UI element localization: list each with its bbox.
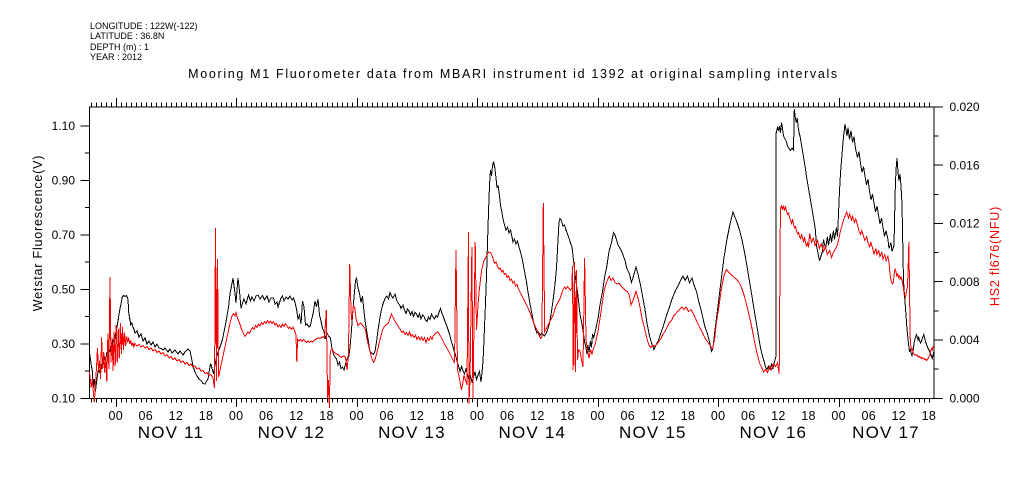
svg-text:12: 12 xyxy=(651,409,666,423)
svg-text:Wetstar Fluorescence(V): Wetstar Fluorescence(V) xyxy=(31,155,45,311)
svg-text:0.30: 0.30 xyxy=(52,337,76,351)
svg-text:06: 06 xyxy=(861,409,876,423)
svg-text:00: 00 xyxy=(590,409,605,423)
svg-text:0.50: 0.50 xyxy=(52,283,76,297)
svg-text:NOV 14: NOV 14 xyxy=(499,423,567,442)
svg-text:06: 06 xyxy=(139,409,154,423)
svg-text:18: 18 xyxy=(319,409,334,423)
svg-text:1.10: 1.10 xyxy=(52,119,76,133)
svg-text:12: 12 xyxy=(169,409,184,423)
svg-text:0.020: 0.020 xyxy=(950,100,980,114)
svg-text:0.90: 0.90 xyxy=(52,174,76,188)
svg-text:06: 06 xyxy=(500,409,515,423)
svg-text:0.012: 0.012 xyxy=(950,217,980,231)
svg-text:18: 18 xyxy=(801,409,816,423)
svg-text:0.10: 0.10 xyxy=(52,392,76,406)
svg-text:0.70: 0.70 xyxy=(52,228,76,242)
svg-text:NOV 13: NOV 13 xyxy=(378,423,446,442)
svg-text:HS2 fl676(NFU): HS2 fl676(NFU) xyxy=(988,206,1002,306)
svg-text:12: 12 xyxy=(410,409,425,423)
svg-text:12: 12 xyxy=(771,409,786,423)
svg-text:06: 06 xyxy=(741,409,756,423)
svg-text:12: 12 xyxy=(289,409,304,423)
svg-text:NOV 16: NOV 16 xyxy=(740,423,808,442)
svg-text:00: 00 xyxy=(831,409,846,423)
svg-text:NOV 15: NOV 15 xyxy=(619,423,687,442)
svg-text:NOV 17: NOV 17 xyxy=(852,423,920,442)
svg-text:12: 12 xyxy=(530,409,545,423)
svg-text:NOV 12: NOV 12 xyxy=(258,423,326,442)
svg-text:0.000: 0.000 xyxy=(950,392,980,406)
svg-text:00: 00 xyxy=(229,409,244,423)
svg-text:18: 18 xyxy=(922,409,937,423)
svg-text:0.016: 0.016 xyxy=(950,158,980,172)
svg-text:0.008: 0.008 xyxy=(950,275,980,289)
svg-text:NOV 11: NOV 11 xyxy=(138,423,204,442)
svg-text:18: 18 xyxy=(681,409,696,423)
svg-text:12: 12 xyxy=(892,409,907,423)
svg-text:18: 18 xyxy=(560,409,575,423)
svg-text:18: 18 xyxy=(440,409,455,423)
svg-text:00: 00 xyxy=(108,409,123,423)
svg-text:00: 00 xyxy=(470,409,485,423)
svg-text:06: 06 xyxy=(380,409,395,423)
svg-text:18: 18 xyxy=(199,409,214,423)
svg-text:00: 00 xyxy=(349,409,364,423)
svg-text:06: 06 xyxy=(620,409,635,423)
svg-text:0.004: 0.004 xyxy=(950,333,980,347)
svg-text:00: 00 xyxy=(711,409,726,423)
svg-text:06: 06 xyxy=(259,409,274,423)
